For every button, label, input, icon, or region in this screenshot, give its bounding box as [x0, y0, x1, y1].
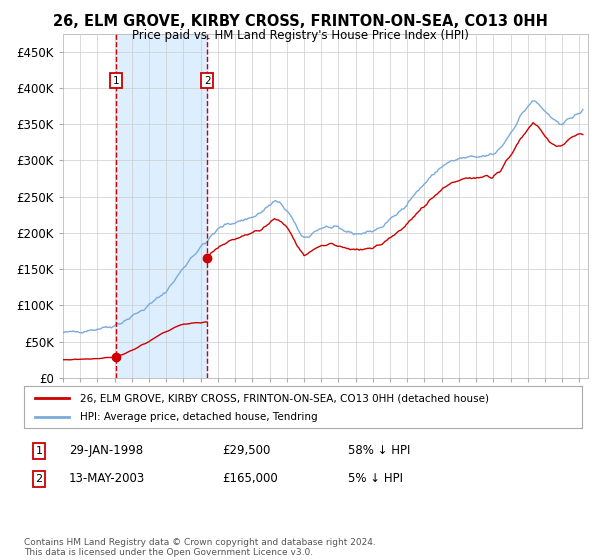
- Text: 5% ↓ HPI: 5% ↓ HPI: [348, 472, 403, 486]
- Text: 26, ELM GROVE, KIRBY CROSS, FRINTON-ON-SEA, CO13 0HH: 26, ELM GROVE, KIRBY CROSS, FRINTON-ON-S…: [53, 14, 547, 29]
- Bar: [116, 34, 207, 378]
- Text: Price paid vs. HM Land Registry's House Price Index (HPI): Price paid vs. HM Land Registry's House …: [131, 29, 469, 42]
- Text: 29-JAN-1998: 29-JAN-1998: [69, 444, 143, 458]
- Text: HPI: Average price, detached house, Tendring: HPI: Average price, detached house, Tend…: [80, 412, 317, 422]
- Text: £165,000: £165,000: [222, 472, 278, 486]
- Text: 26, ELM GROVE, KIRBY CROSS, FRINTON-ON-SEA, CO13 0HH (detached house): 26, ELM GROVE, KIRBY CROSS, FRINTON-ON-S…: [80, 393, 489, 403]
- Text: 13-MAY-2003: 13-MAY-2003: [69, 472, 145, 486]
- Text: 2: 2: [35, 474, 43, 484]
- Text: 1: 1: [35, 446, 43, 456]
- Text: Contains HM Land Registry data © Crown copyright and database right 2024.
This d: Contains HM Land Registry data © Crown c…: [24, 538, 376, 557]
- Text: 58% ↓ HPI: 58% ↓ HPI: [348, 444, 410, 458]
- Text: 1: 1: [113, 76, 119, 86]
- Text: £29,500: £29,500: [222, 444, 271, 458]
- Text: 2: 2: [204, 76, 211, 86]
